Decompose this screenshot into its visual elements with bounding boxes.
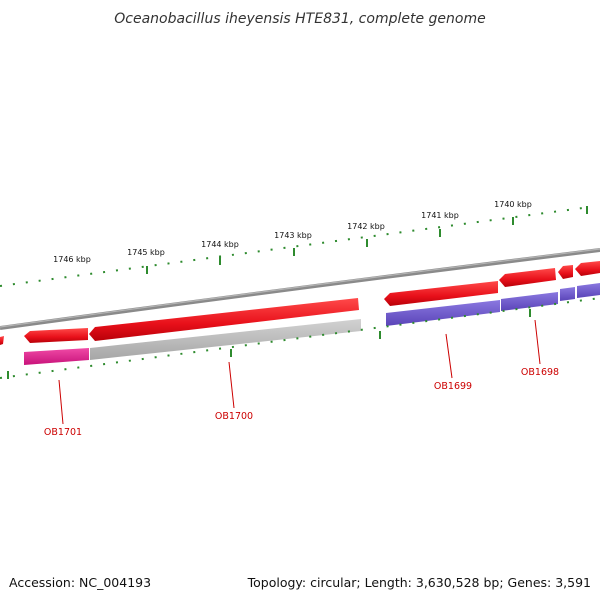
genome-summary-text: Topology: circular; Length: 3,630,528 bp… (247, 575, 591, 590)
category-bar-ob1701 (24, 348, 89, 365)
gene-arrow (89, 298, 359, 341)
gene-arrow (499, 268, 556, 287)
category-bars (24, 283, 600, 365)
gene-arrow (575, 261, 600, 276)
category-bar-ob1699 (386, 300, 500, 326)
kbp-tick-label: 1744 kbp (201, 240, 239, 249)
inner-tick-ruler (0, 297, 600, 379)
kbp-tick-label: 1742 kbp (347, 222, 385, 231)
gene-labels: OB1701 OB1700 OB1699 OB1698 (44, 367, 559, 438)
gene-label-ob1698: OB1698 (521, 367, 559, 378)
gene-label-ob1701: OB1701 (44, 427, 82, 438)
category-bar-ob1698 (501, 292, 558, 311)
gene-arrow (558, 265, 573, 279)
category-bar (560, 287, 575, 301)
gene-label-leaders (58, 319, 541, 425)
gene-label-ob1700: OB1700 (215, 411, 253, 422)
kbp-tick-label: 1740 kbp (494, 200, 532, 209)
genome-backbone (0, 248, 600, 330)
gene-label-ob1699: OB1699 (434, 381, 472, 392)
kbp-tick-label: 1743 kbp (274, 231, 312, 240)
kbp-tick-label: 1745 kbp (127, 248, 165, 257)
outer-tick-ruler (0, 206, 591, 287)
category-bar-ob1700 (90, 319, 361, 360)
kbp-tick-label: 1741 kbp (421, 211, 459, 220)
forward-strand-genes (0, 261, 600, 345)
gene-arrow (0, 336, 4, 345)
gene-arrow (24, 328, 88, 343)
map-title: Oceanobacillus iheyensis HTE831, complet… (114, 11, 485, 27)
accession-text: Accession: NC_004193 (9, 575, 151, 590)
kbp-tick-labels: 1746 kbp 1745 kbp 1744 kbp 1743 kbp 1742… (53, 200, 532, 264)
category-bar (577, 283, 600, 298)
kbp-tick-label: 1746 kbp (53, 255, 91, 264)
gene-arrow (384, 281, 498, 306)
